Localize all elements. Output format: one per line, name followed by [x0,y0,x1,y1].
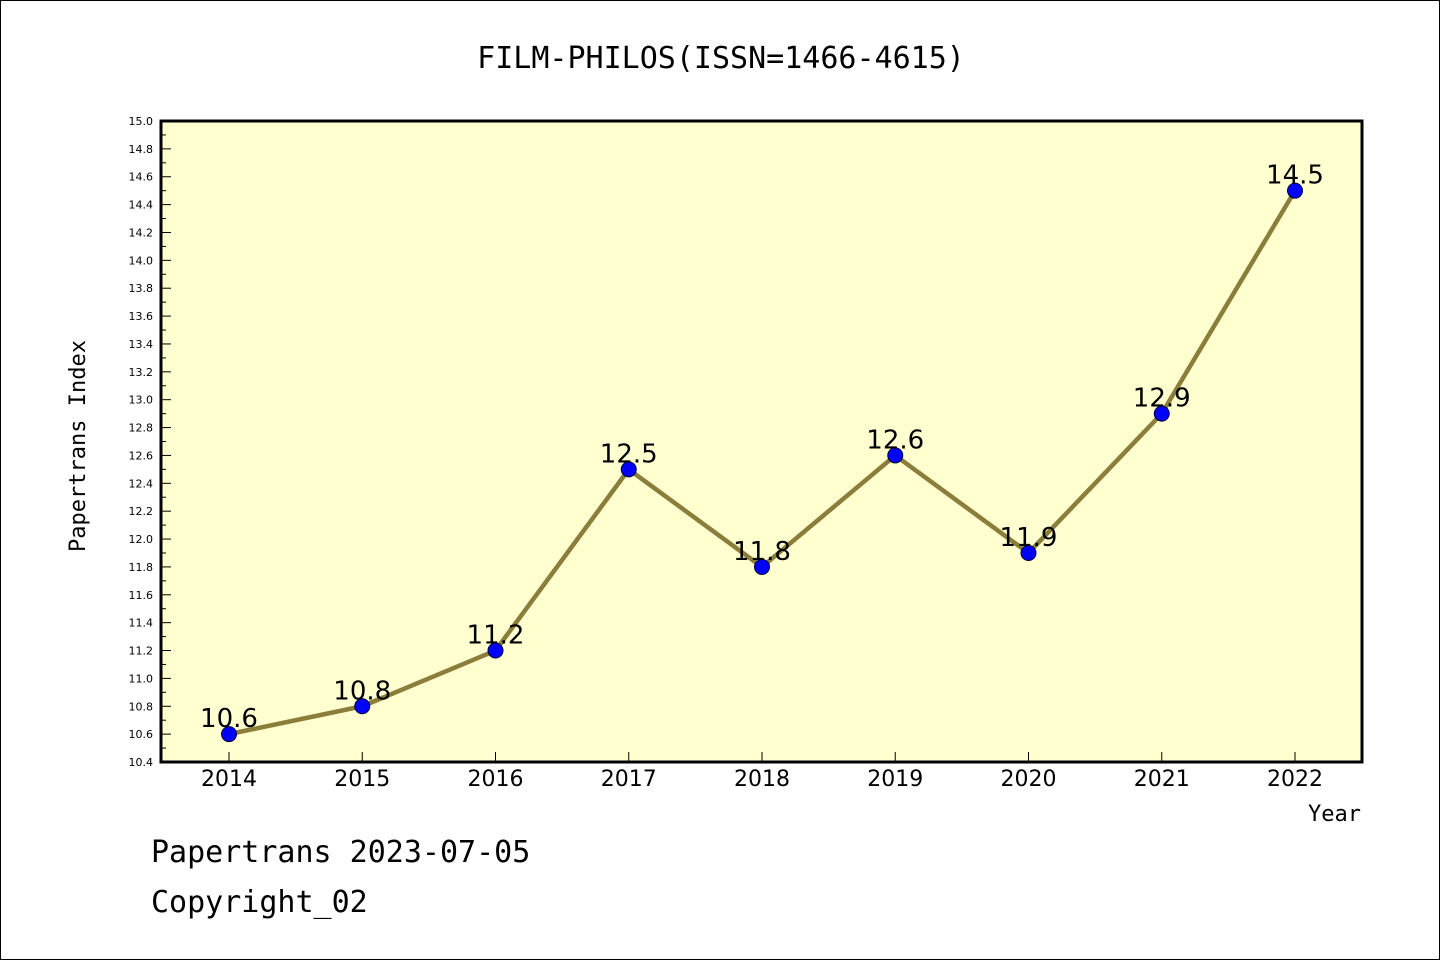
y-tick-label: 12.0 [129,533,154,546]
data-label: 11.9 [1000,523,1058,553]
y-tick-label: 13.4 [129,338,154,351]
x-tick-label: 2020 [1001,767,1057,792]
plot-area [159,119,1364,764]
y-tick-label: 12.4 [129,477,154,490]
data-point [487,642,504,659]
data-point [1287,182,1303,199]
y-tick-label: 12.2 [129,505,154,518]
x-tick-label: 2018 [734,767,790,792]
data-label: 12.9 [1133,384,1191,414]
y-tick-label: 13.2 [129,366,154,379]
y-tick-label: 15.0 [129,115,154,128]
y-tick-label: 11.2 [129,645,154,658]
y-tick-label: 10.6 [129,728,154,741]
y-tick-label: 10.4 [129,756,154,769]
y-tick-label: 13.6 [129,310,154,323]
y-tick-label: 14.4 [129,199,154,212]
x-tick-label: 2017 [601,767,657,792]
x-tick-label: 2021 [1134,767,1190,792]
series-group: 10.6 10.8 11.2 12.5 11.8 12.6 11.9 12.9 14.5 [200,161,1324,743]
data-point [1153,405,1170,422]
data-label: 10.8 [333,676,391,706]
data-point [1020,544,1037,561]
y-tick-label: 14.8 [129,143,154,156]
data-point [620,461,637,478]
data-label: 14.5 [1266,161,1324,191]
x-axis-label: Year [1308,802,1361,827]
y-tick-label: 12.8 [129,422,154,435]
y-tick-label: 12.6 [129,449,154,462]
y-axis-ticks: 10.4 10.6 10.8 11.0 11.2 11.4 11.6 11.8 12.0 12.2… [129,115,171,769]
y-tick-label: 11.0 [129,672,154,685]
footer-copyright: Copyright_02 [151,885,368,920]
data-point [221,726,237,743]
y-tick-label: 14.2 [129,226,154,239]
y-tick-label: 11.6 [129,589,154,602]
x-tick-label: 2019 [867,767,923,792]
x-axis-ticks: 2014 2015 2016 2017 2018 2019 2020 2021 2022 [201,752,1323,792]
y-tick-label: 11.8 [129,561,154,574]
x-tick-label: 2022 [1267,767,1323,792]
x-tick-label: 2015 [334,767,390,792]
y-axis-label: Papertrans Index [66,340,91,552]
data-label: 12.6 [866,425,924,455]
data-label: 10.6 [200,704,258,734]
y-tick-label: 14.0 [129,254,154,267]
y-tick-label: 13.8 [129,282,154,295]
footer-date: Papertrans 2023-07-05 [151,835,531,870]
data-label: 12.5 [600,439,658,469]
x-tick-label: 2016 [468,767,524,792]
y-tick-label: 10.8 [129,700,154,713]
y-tick-label: 11.4 [129,617,154,630]
y-tick-label: 13.0 [129,394,154,407]
data-label: 11.2 [467,621,525,651]
y-tick-label: 14.6 [129,171,154,184]
data-point [354,698,371,715]
data-point [754,558,770,575]
data-label: 11.8 [733,537,791,567]
chart-title: FILM-PHILOS(ISSN=1466-4615) [477,41,965,76]
x-tick-label: 2014 [201,767,257,792]
data-point [887,447,904,464]
